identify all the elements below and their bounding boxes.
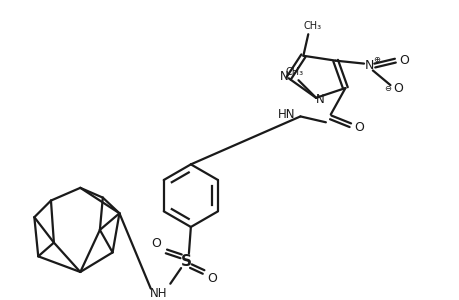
Text: NH: NH [150, 287, 167, 300]
Text: ⊖: ⊖ [383, 83, 390, 92]
Text: S: S [180, 254, 191, 269]
Text: O: O [207, 272, 217, 285]
Text: N: N [364, 59, 374, 72]
Text: O: O [353, 121, 363, 134]
Text: HN: HN [277, 108, 295, 121]
Text: CH₃: CH₃ [302, 21, 320, 32]
Text: ⊕: ⊕ [372, 55, 380, 64]
Text: O: O [392, 82, 403, 94]
Text: CH₃: CH₃ [285, 68, 303, 77]
Text: N: N [315, 93, 324, 106]
Text: O: O [398, 54, 408, 67]
Text: N: N [279, 70, 287, 83]
Text: O: O [151, 237, 161, 250]
